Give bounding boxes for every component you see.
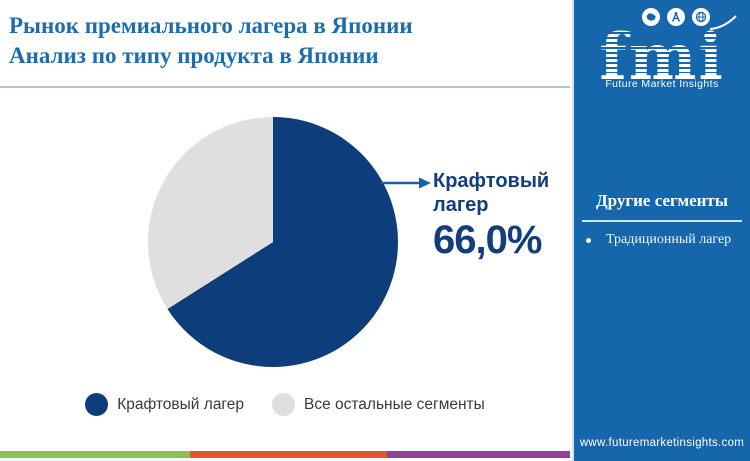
pie-callout: Крафтовый лагер 66,0% — [433, 170, 565, 260]
main-area: Рынок премиального лагера в Японии Анали… — [0, 11, 570, 458]
footer-strip-segment — [387, 451, 570, 458]
map-icon — [642, 8, 660, 26]
compass-icon — [667, 8, 685, 26]
legend-dot-craft-lager — [85, 393, 109, 416]
sidebar: fmi Future Market Insights Другие сегмен… — [572, 0, 750, 461]
page-title-line1: Рынок премиального лагера в Японии — [9, 13, 413, 38]
logo-icons — [642, 8, 710, 26]
legend-dot-other-segments — [272, 393, 295, 416]
title-divider — [0, 86, 570, 88]
fmi-logo-stripes — [592, 29, 732, 73]
footer-strip — [0, 451, 570, 458]
legend-label: Крафтовый лагер — [117, 395, 244, 413]
callout-value: 66,0% — [433, 218, 542, 263]
sidebar-divider — [582, 220, 742, 222]
bullet-icon — [586, 237, 591, 243]
logo-tagline: Future Market Insights — [605, 78, 719, 90]
pie-chart — [148, 117, 398, 367]
footer-strip-segment — [190, 451, 387, 458]
fmi-logo: fmi — [592, 8, 737, 90]
page-title-line2: Анализ по типу продукта в Японии — [9, 43, 379, 69]
pie-slice-0 — [167, 117, 398, 367]
legend-item: Крафтовый лагер — [85, 393, 244, 416]
website-link[interactable]: www.futuremarketinsights.com — [579, 437, 745, 449]
page-title: Рынок премиального лагера в Японии Анали… — [9, 11, 564, 72]
pie-slice-1 — [148, 117, 273, 309]
sidebar-item-label: Традиционный лагер — [606, 232, 732, 247]
sidebar-section-heading: Другие сегменты — [595, 191, 729, 210]
pie-chart-svg — [148, 117, 398, 367]
legend-item: Все остальные сегменты — [272, 393, 485, 416]
callout-arrow-icon — [381, 177, 431, 189]
footer-strip-segment — [0, 451, 190, 458]
legend: Крафтовый лагер Все остальные сегменты — [0, 393, 570, 416]
legend-label: Все остальные сегменты — [304, 395, 485, 413]
swoosh-icon — [710, 15, 737, 30]
sidebar-section: Другие сегменты Традиционный лагер — [574, 191, 750, 248]
sidebar-item-traditional-lager: Традиционный лагер — [586, 232, 744, 248]
globe-icon — [692, 8, 710, 26]
callout-label: Крафтовый лагер — [433, 170, 550, 216]
